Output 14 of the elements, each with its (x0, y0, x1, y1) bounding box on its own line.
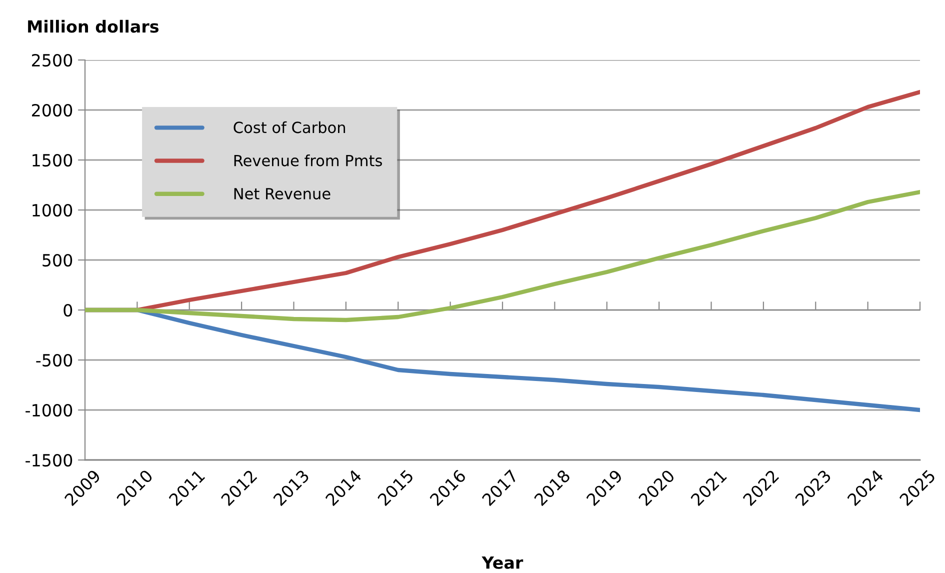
y-tick-label: 1000 (32, 204, 72, 217)
y-tick-label: 2500 (32, 54, 72, 67)
x-axis-title: Year (482, 556, 524, 569)
y-tick-label: -1500 (26, 454, 72, 467)
y-tick-label: 0 (64, 304, 72, 317)
y-axis-title: Million dollars (28, 20, 159, 33)
y-tick-label: 1500 (32, 154, 72, 167)
y-tick-label: 500 (42, 254, 72, 267)
legend-label: Cost of Carbon (234, 121, 346, 134)
y-tick-label: -1000 (26, 404, 72, 417)
y-tick-label: -500 (36, 354, 72, 367)
y-tick-label: 2000 (32, 104, 72, 117)
legend-label: Net Revenue (234, 188, 330, 200)
legend-label: Revenue from Pmts (234, 154, 382, 166)
